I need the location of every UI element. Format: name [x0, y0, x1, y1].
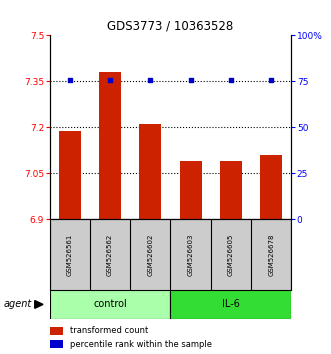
Point	[268, 77, 274, 82]
Point	[188, 77, 193, 82]
Text: GSM526678: GSM526678	[268, 234, 274, 276]
Bar	[220, 161, 242, 219]
Text: IL-6: IL-6	[222, 299, 240, 309]
Point	[228, 77, 234, 82]
Bar	[170, 290, 291, 319]
Text: percentile rank within the sample: percentile rank within the sample	[70, 339, 212, 349]
Text: control: control	[93, 299, 127, 309]
Text: GSM526562: GSM526562	[107, 234, 113, 276]
Text: GSM526605: GSM526605	[228, 234, 234, 276]
Text: GSM526602: GSM526602	[147, 234, 153, 276]
Point	[148, 77, 153, 82]
Bar	[179, 161, 202, 219]
Bar	[99, 72, 121, 219]
Text: GSM526603: GSM526603	[188, 234, 194, 276]
Bar	[139, 124, 162, 219]
Text: transformed count: transformed count	[70, 326, 148, 336]
Text: agent: agent	[3, 299, 31, 309]
Text: GSM526561: GSM526561	[67, 234, 73, 276]
Bar	[59, 131, 81, 219]
Point	[67, 77, 72, 82]
Bar	[260, 155, 282, 219]
Bar	[50, 290, 170, 319]
Point	[107, 77, 113, 82]
Title: GDS3773 / 10363528: GDS3773 / 10363528	[107, 20, 234, 33]
